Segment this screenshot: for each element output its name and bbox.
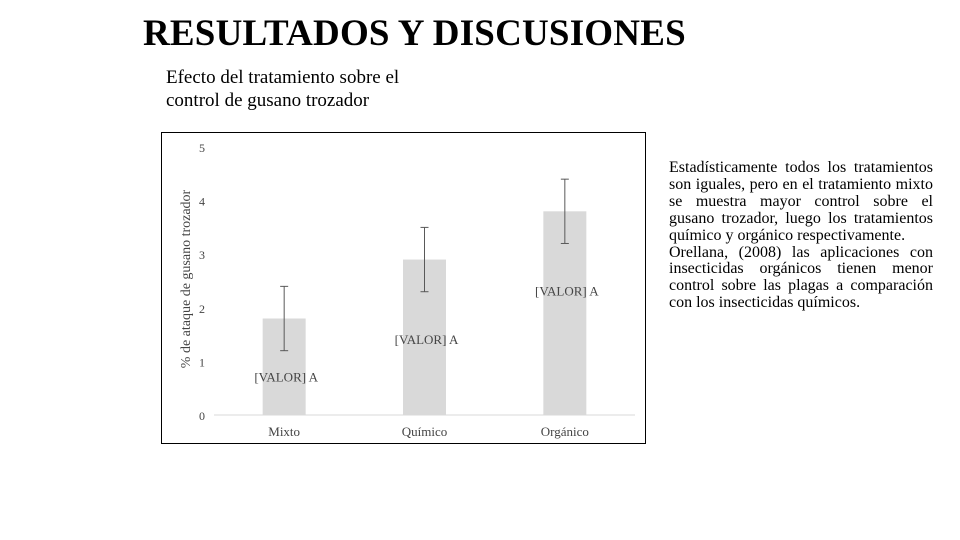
y-axis-label: % de ataque de gusano trozador xyxy=(179,189,194,368)
chart-area: % de ataque de gusano trozador 0 1 2 3 4 5 Mixt… xyxy=(161,132,646,444)
y-tick-label: 0 xyxy=(199,409,205,423)
y-tick-label: 4 xyxy=(199,195,205,209)
bar-chart: % de ataque de gusano trozador 0 1 2 3 4 5 Mixt… xyxy=(179,141,635,439)
y-tick-label: 1 xyxy=(199,355,205,369)
subtitle-line-1: Efecto del tratamiento sobre el xyxy=(166,67,400,88)
x-tick-label: Químico xyxy=(402,424,448,439)
y-tick-label: 5 xyxy=(199,141,205,155)
x-tick-label: Mixto xyxy=(268,424,300,439)
y-tick-label: 3 xyxy=(199,248,205,262)
subtitle-line-2: control de gusano trozador xyxy=(166,90,370,111)
y-tick-label: 2 xyxy=(199,302,205,316)
discussion-text: Estadísticamente todos los tratamientos … xyxy=(669,159,933,312)
slide-title: RESULTADOS Y DISCUSIONES xyxy=(143,13,686,54)
discussion-paragraph-2: Orellana, (2008) las aplicaciones con in… xyxy=(669,243,933,312)
data-label: [VALOR] A xyxy=(535,284,599,299)
bar-2 xyxy=(543,211,587,415)
data-label: [VALOR] A xyxy=(254,369,318,384)
x-tick-label: Orgánico xyxy=(541,424,589,439)
data-label: [VALOR] A xyxy=(395,332,459,347)
chart-subtitle: Efecto del tratamiento sobre el control … xyxy=(166,66,496,112)
discussion-paragraph-1: Estadísticamente todos los tratamientos … xyxy=(669,159,933,244)
